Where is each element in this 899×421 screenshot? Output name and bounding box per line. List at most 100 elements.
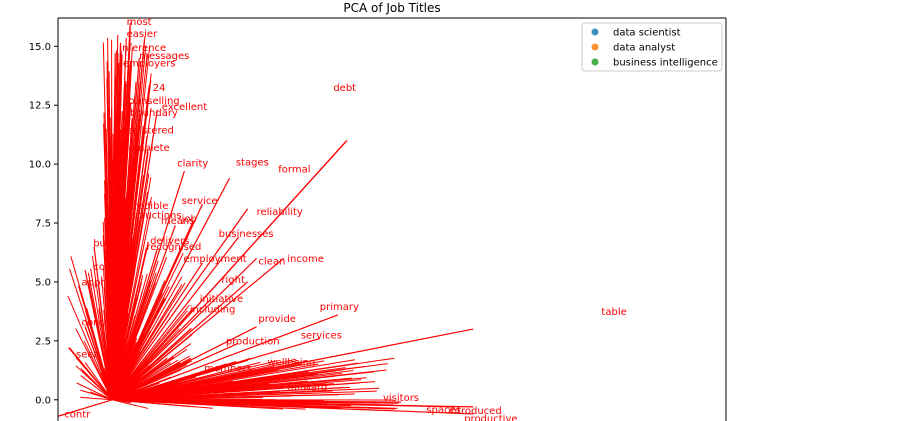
word-label: contr xyxy=(81,318,108,329)
loading-vector xyxy=(83,371,113,401)
loading-vector xyxy=(89,391,113,401)
legend-label: data analyst xyxy=(613,43,675,54)
word-label: services xyxy=(301,331,342,342)
word-label: fullward xyxy=(287,382,327,393)
legend-marker xyxy=(591,28,599,36)
chart-title: PCA of Job Titles xyxy=(343,1,440,15)
y-tick-label: 10.0 xyxy=(29,160,51,171)
word-label: production xyxy=(226,336,280,347)
word-label: easier xyxy=(127,29,158,40)
word-label: delivers xyxy=(150,236,189,247)
word-label: members xyxy=(204,364,251,375)
loading-vector xyxy=(101,276,113,400)
word-label: button xyxy=(93,239,126,250)
y-tick-label: 15.0 xyxy=(29,42,51,53)
loading-vector xyxy=(111,257,158,400)
loading-vector xyxy=(111,297,165,401)
loading-vector xyxy=(67,295,113,400)
legend-box xyxy=(581,22,723,72)
word-label: provide xyxy=(258,314,296,325)
word-label: job xyxy=(181,214,197,225)
loading-vector xyxy=(111,280,166,400)
word-label: boundary xyxy=(130,108,178,119)
word-label: instructions xyxy=(123,210,182,221)
legend: data scientist data analyst business intel… xyxy=(581,22,723,72)
loading-vector xyxy=(111,361,190,401)
word-label: messages xyxy=(139,51,189,62)
loading-vector xyxy=(111,304,190,401)
word-label: credible xyxy=(128,201,168,212)
word-label: service xyxy=(182,196,218,207)
word-label: contr xyxy=(64,409,91,420)
word-label: clean xyxy=(258,256,285,267)
word-label: formal xyxy=(278,164,310,175)
word-label: businesses xyxy=(219,229,274,240)
loading-vector xyxy=(111,313,170,401)
word-label: employment xyxy=(183,254,246,265)
loading-vector xyxy=(104,193,113,400)
loading-vector xyxy=(112,390,377,401)
loading-vector xyxy=(111,369,182,401)
word-label: reliability xyxy=(257,207,303,218)
loading-vector xyxy=(111,272,114,400)
loading-vector xyxy=(111,282,186,401)
loading-vector xyxy=(91,256,113,400)
loading-vector xyxy=(80,396,113,401)
y-tick-label: 5.0 xyxy=(35,277,51,288)
word-label: recognised xyxy=(146,242,201,253)
word-label: spaces xyxy=(426,405,461,416)
word-label: content xyxy=(93,262,131,273)
loading-vector xyxy=(112,379,179,401)
loading-vector xyxy=(90,268,113,400)
loading-vector xyxy=(69,347,113,401)
y-tick-label: 12.5 xyxy=(29,101,51,112)
legend-label: business intelligence xyxy=(613,58,718,69)
legend-marker xyxy=(591,58,599,66)
word-label: table xyxy=(601,307,626,318)
loading-vector xyxy=(84,319,113,400)
loading-vector xyxy=(112,362,358,401)
word-label: productive xyxy=(464,414,517,421)
y-tick-label: 2.5 xyxy=(35,336,51,347)
loading-vector xyxy=(112,383,189,401)
word-label: appr xyxy=(81,277,105,288)
word-label: excellent xyxy=(162,102,207,113)
y-axis-ticks: 0.0 2.5 5.0 7.5 10.0 12.5 15.0 xyxy=(29,42,58,406)
loading-vector xyxy=(111,142,121,400)
loading-vector xyxy=(112,399,303,406)
loading-vector xyxy=(111,355,191,401)
loading-vector xyxy=(111,289,129,400)
word-label: clarity xyxy=(177,158,208,169)
loading-vector xyxy=(83,340,113,401)
y-tick-label: 7.5 xyxy=(35,219,51,230)
loading-vector xyxy=(112,399,149,409)
word-label: complete xyxy=(123,143,170,154)
word-label: most xyxy=(127,17,152,28)
loading-vector xyxy=(111,317,119,400)
word-label: seen xyxy=(76,349,100,360)
word-label: inference xyxy=(119,43,166,54)
word-label: registered xyxy=(123,125,174,136)
loading-vector xyxy=(112,399,213,409)
word-label: employers xyxy=(123,58,176,69)
word-label: primary xyxy=(320,302,359,313)
word-label: introduced xyxy=(448,406,502,417)
word-label: income xyxy=(287,254,324,265)
word-label: right xyxy=(221,275,245,286)
loading-vector xyxy=(111,208,249,401)
loading-vector xyxy=(58,399,113,417)
y-tick-label: 0.0 xyxy=(35,395,51,406)
word-label: debt xyxy=(333,83,356,94)
word-label: means xyxy=(161,216,195,227)
legend-label: data scientist xyxy=(613,28,681,39)
loading-vector xyxy=(111,327,192,401)
loading-vector-bundle xyxy=(67,35,399,410)
loading-vector xyxy=(111,320,131,400)
word-label: wellbeing xyxy=(267,358,315,369)
loading-vector xyxy=(111,140,348,401)
loading-vector xyxy=(111,276,183,401)
word-label: visitors xyxy=(383,393,419,404)
loading-vector xyxy=(111,348,188,401)
